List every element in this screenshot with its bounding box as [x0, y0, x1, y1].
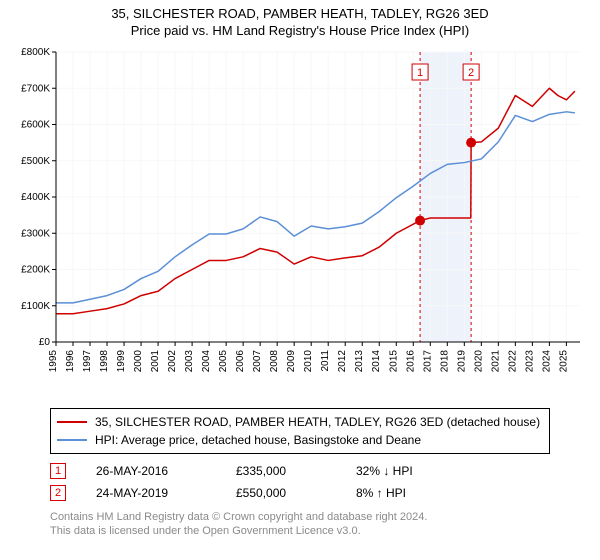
- svg-text:2017: 2017: [422, 350, 433, 373]
- svg-text:2000: 2000: [133, 350, 144, 373]
- svg-text:2008: 2008: [269, 350, 280, 373]
- svg-text:£0: £0: [39, 337, 51, 348]
- chart-area: £0 £100K £200K £300K £400K £500K £600K £700K £80…: [8, 42, 592, 402]
- svg-text:2002: 2002: [167, 350, 178, 373]
- svg-text:2018: 2018: [439, 350, 450, 373]
- chart-subtitle: Price paid vs. HM Land Registry's House …: [8, 23, 592, 38]
- legend: 35, SILCHESTER ROAD, PAMBER HEATH, TADLE…: [50, 408, 550, 454]
- sale-rows: 1 26-MAY-2016 £335,000 32% ↓ HPI 2 24-MA…: [50, 460, 592, 504]
- legend-row-hpi: HPI: Average price, detached house, Basi…: [57, 431, 543, 449]
- svg-text:£300K: £300K: [21, 228, 50, 239]
- svg-text:1995: 1995: [48, 350, 59, 373]
- svg-text:2007: 2007: [252, 350, 263, 373]
- svg-text:£500K: £500K: [21, 156, 50, 167]
- svg-text:£700K: £700K: [21, 83, 50, 94]
- svg-text:2025: 2025: [558, 350, 569, 373]
- sale-price: £550,000: [236, 486, 326, 500]
- svg-text:£600K: £600K: [21, 120, 50, 131]
- svg-text:1998: 1998: [99, 350, 110, 373]
- attribution-line-2: This data is licensed under the Open Gov…: [50, 524, 592, 538]
- svg-text:2009: 2009: [286, 350, 297, 373]
- legend-swatch-hpi: [57, 439, 87, 441]
- sale-marker-1: 1: [50, 463, 66, 479]
- attribution-line-1: Contains HM Land Registry data © Crown c…: [50, 510, 592, 524]
- svg-text:£200K: £200K: [21, 265, 50, 276]
- svg-text:2004: 2004: [201, 350, 212, 373]
- svg-text:2020: 2020: [473, 350, 484, 373]
- svg-text:2019: 2019: [456, 350, 467, 373]
- title-block: 35, SILCHESTER ROAD, PAMBER HEATH, TADLE…: [8, 6, 592, 38]
- svg-text:2016: 2016: [405, 350, 416, 373]
- svg-text:1: 1: [417, 67, 423, 79]
- svg-text:2011: 2011: [320, 350, 331, 372]
- sale-date: 24-MAY-2019: [96, 486, 206, 500]
- sale-price: £335,000: [236, 464, 326, 478]
- svg-text:1999: 1999: [116, 350, 127, 373]
- line-chart-svg: £0 £100K £200K £300K £400K £500K £600K £700K £80…: [8, 42, 592, 402]
- svg-text:1996: 1996: [65, 350, 76, 373]
- svg-text:2010: 2010: [303, 350, 314, 373]
- legend-label-property: 35, SILCHESTER ROAD, PAMBER HEATH, TADLE…: [95, 415, 540, 429]
- svg-text:2023: 2023: [524, 350, 535, 373]
- svg-text:2015: 2015: [388, 350, 399, 373]
- svg-text:2006: 2006: [235, 350, 246, 373]
- svg-text:£800K: £800K: [21, 47, 50, 58]
- sale-row: 1 26-MAY-2016 £335,000 32% ↓ HPI: [50, 460, 592, 482]
- svg-text:2001: 2001: [150, 350, 161, 373]
- svg-text:2: 2: [468, 67, 474, 79]
- chart-title: 35, SILCHESTER ROAD, PAMBER HEATH, TADLE…: [8, 6, 592, 21]
- svg-text:2003: 2003: [184, 350, 195, 373]
- sale-marker-2: 2: [50, 485, 66, 501]
- svg-text:2021: 2021: [490, 350, 501, 373]
- svg-text:1997: 1997: [82, 350, 93, 373]
- legend-label-hpi: HPI: Average price, detached house, Basi…: [95, 433, 421, 447]
- svg-text:2014: 2014: [371, 350, 382, 373]
- svg-text:2013: 2013: [354, 350, 365, 373]
- legend-swatch-property: [57, 421, 87, 423]
- svg-text:2022: 2022: [507, 350, 518, 373]
- svg-text:£400K: £400K: [21, 192, 50, 203]
- legend-row-property: 35, SILCHESTER ROAD, PAMBER HEATH, TADLE…: [57, 413, 543, 431]
- sale-diff: 32% ↓ HPI: [356, 464, 456, 478]
- sale-row: 2 24-MAY-2019 £550,000 8% ↑ HPI: [50, 482, 592, 504]
- sale-diff: 8% ↑ HPI: [356, 486, 456, 500]
- sale-date: 26-MAY-2016: [96, 464, 206, 478]
- svg-text:£100K: £100K: [21, 301, 50, 312]
- svg-text:2005: 2005: [218, 350, 229, 373]
- attribution: Contains HM Land Registry data © Crown c…: [50, 510, 592, 539]
- svg-text:2024: 2024: [541, 350, 552, 373]
- svg-text:2012: 2012: [337, 350, 348, 373]
